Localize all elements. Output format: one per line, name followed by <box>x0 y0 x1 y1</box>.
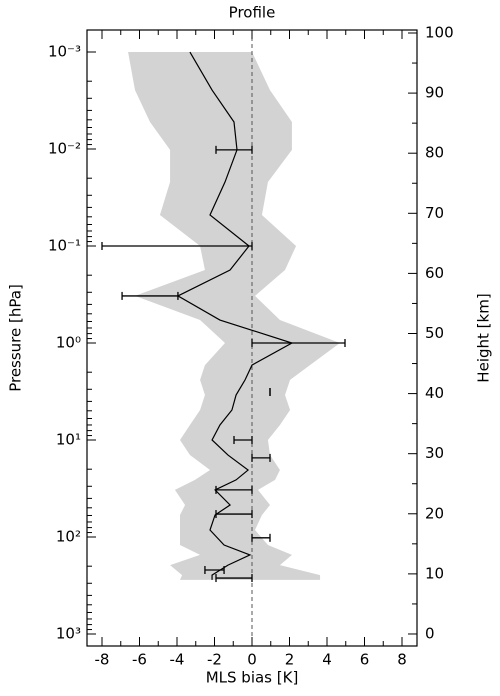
x-tick-label: -8 <box>95 651 110 669</box>
error-bar <box>251 338 346 347</box>
x-tick-label: 2 <box>285 651 295 669</box>
x-tick-label: -6 <box>132 651 147 669</box>
y2-tick-label: 80 <box>425 144 444 162</box>
error-bar <box>215 574 253 583</box>
y-tick-label: 10⁻³ <box>48 43 81 61</box>
x-tick-label: -4 <box>170 651 185 669</box>
x-tick-label: -2 <box>207 651 222 669</box>
error-bar <box>101 242 253 251</box>
y-tick-label: 10³ <box>56 624 81 642</box>
y2-tick-label: 50 <box>425 324 444 342</box>
x-axis-label: MLS bias [K] <box>206 669 299 687</box>
x-tick-label: 4 <box>322 651 332 669</box>
y2-axis-label: Height [km] <box>475 293 493 382</box>
error-bar <box>251 453 271 462</box>
y-tick-label: 10⁻¹ <box>48 237 81 255</box>
y-tick-label: 10¹ <box>56 430 81 448</box>
y2-tick-label: 40 <box>425 384 444 402</box>
y2-tick-label: 60 <box>425 264 444 282</box>
bias-line <box>176 51 294 580</box>
error-bar <box>251 533 271 542</box>
y2-tick-label: 100 <box>425 24 454 42</box>
y2-tick-label: 70 <box>425 204 444 222</box>
x-tick-label: 8 <box>397 651 407 669</box>
error-bar <box>204 566 225 575</box>
error-bar <box>215 485 253 494</box>
y-axis-label: Pressure [hPa] <box>7 284 25 392</box>
y2-tick-label: 20 <box>425 504 444 522</box>
x-tick-label: 0 <box>247 651 257 669</box>
y2-tick-label: 90 <box>425 84 444 102</box>
y2-tick-label: 30 <box>425 444 444 462</box>
chart-title: Profile <box>229 4 276 22</box>
x-tick-label: 6 <box>360 651 370 669</box>
error-bar <box>215 145 253 154</box>
error-bar <box>121 291 179 300</box>
y2-tick-label: 10 <box>425 564 444 582</box>
y2-tick-label: 0 <box>425 624 435 642</box>
y-tick-label: 10² <box>56 527 81 545</box>
y-tick-label: 10⁻² <box>48 140 81 158</box>
uncertainty-band <box>128 52 340 580</box>
error-bar <box>215 510 253 519</box>
error-bar <box>233 435 253 444</box>
y-tick-label: 10⁰ <box>56 333 81 351</box>
